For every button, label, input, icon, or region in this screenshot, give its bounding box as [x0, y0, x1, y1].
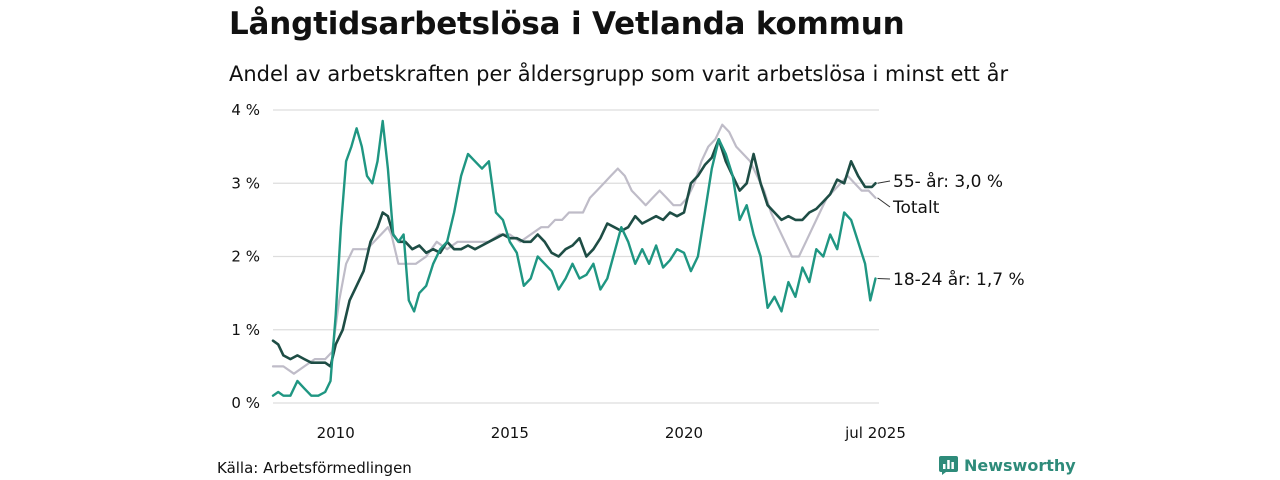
- x-tick-label: 2020: [665, 424, 703, 442]
- series-line-18-24: [271, 119, 877, 397]
- label-leader-18-24: [877, 277, 891, 280]
- brand-name: Newsworthy: [964, 456, 1076, 475]
- chart-subtitle: Andel av arbetskraften per åldersgrupp s…: [229, 62, 1009, 86]
- y-tick-label: 2 %: [231, 248, 260, 266]
- y-tick-label: 3 %: [231, 174, 260, 192]
- y-tick-label: 0 %: [231, 394, 260, 412]
- series-line-55: [271, 138, 877, 368]
- y-tick-label: 1 %: [231, 321, 260, 339]
- label-leader-total: [877, 197, 891, 208]
- source-note: Källa: Arbetsförmedlingen: [217, 459, 412, 477]
- series-label-18-24: 18-24 år: 1,7 %: [893, 269, 1025, 290]
- series-label-total: Totalt: [892, 198, 940, 218]
- series-line-total: [271, 123, 877, 375]
- brand-logo: Newsworthy: [939, 456, 1076, 475]
- bar-chart-icon: [939, 456, 958, 475]
- y-tick-label: 4 %: [231, 101, 260, 119]
- x-tick-label: 2015: [491, 424, 529, 442]
- x-tick-label: jul 2025: [844, 424, 906, 442]
- x-tick-label: 2010: [317, 424, 355, 442]
- label-leader-55: [877, 180, 891, 184]
- chart-title: Långtidsarbetslösa i Vetlanda kommun: [229, 6, 905, 42]
- series-label-55: 55- år: 3,0 %: [893, 171, 1003, 192]
